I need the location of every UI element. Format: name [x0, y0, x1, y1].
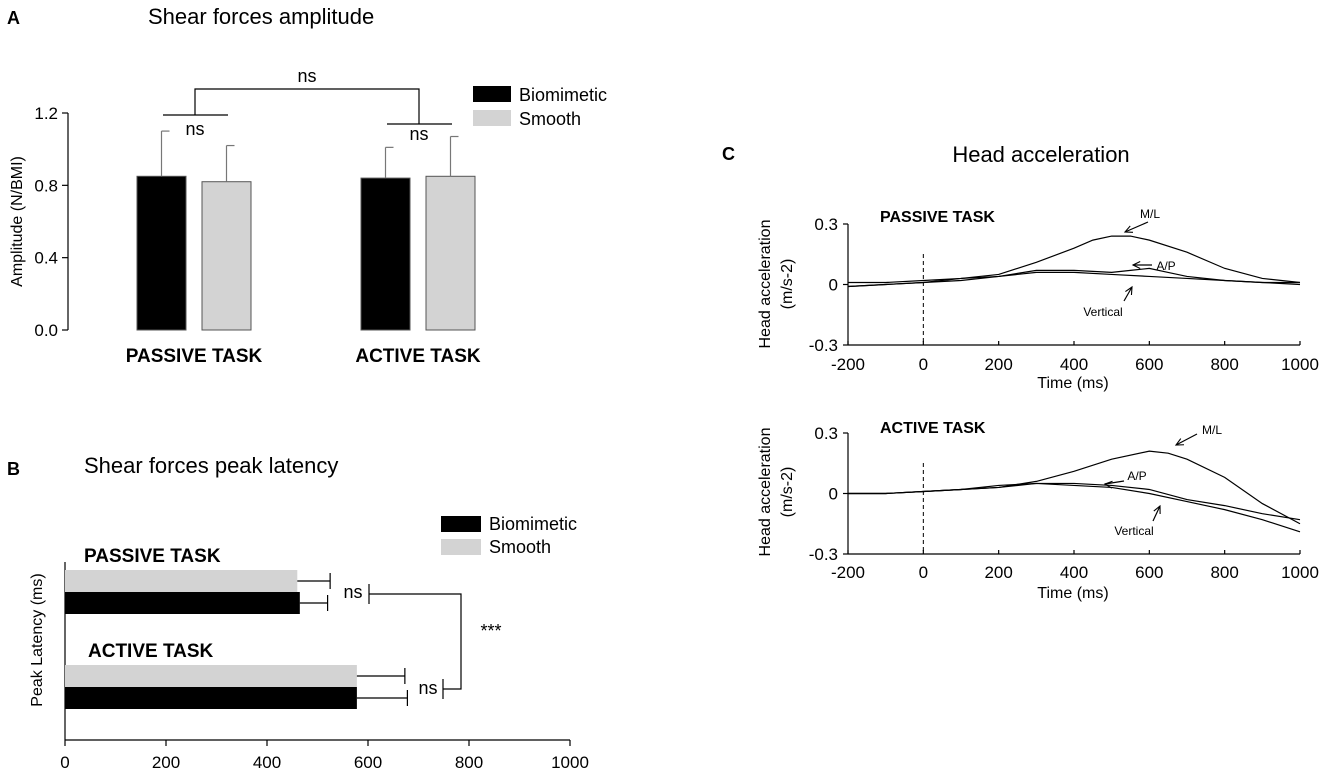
x-tick-label-c: 400 [1060, 355, 1088, 374]
y-tick-label-c: 0.3 [814, 424, 838, 443]
x-tick-label-b: 1000 [551, 753, 589, 772]
y-axis-label-c-1: Head acceleration [757, 428, 774, 557]
y-tick-label-c: 0 [829, 276, 838, 295]
arrowhead-ap-active [1103, 480, 1113, 489]
y-tick-label-a: 1.2 [34, 104, 58, 123]
x-tick-label-c: 200 [984, 563, 1012, 582]
sig-label-a-active: ns [409, 124, 428, 144]
category-label-a-1: ACTIVE TASK [355, 346, 481, 367]
task-label-c-1: ACTIVE TASK [880, 420, 986, 437]
x-tick-label-c: 0 [919, 355, 928, 374]
arrowhead-ml-active [1174, 438, 1185, 446]
arrow-vertical-passive [1123, 286, 1133, 302]
legend-swatch-b-smooth [441, 539, 481, 555]
legend-swatch-b-biomimetic [441, 516, 481, 532]
curve-label-ap-passive: A/P [1156, 259, 1175, 273]
x-tick-label-c: 400 [1060, 563, 1088, 582]
legend-label-a-smooth: Smooth [519, 109, 581, 129]
arrow-ml-passive [1124, 221, 1149, 233]
x-tick-label-b: 200 [152, 753, 180, 772]
sig-label-b-active: ns [418, 678, 437, 698]
curve-label-ml-passive: M/L [1140, 207, 1160, 221]
x-tick-label-b: 400 [253, 753, 281, 772]
y-axis-label-c-0: Head acceleration [757, 220, 774, 349]
arrowhead-vertical-active [1153, 504, 1161, 515]
category-label-b-1: ACTIVE TASK [88, 641, 214, 662]
arrowhead-ml-passive [1123, 225, 1134, 233]
curve-label-vertical-active: Vertical [1114, 524, 1153, 538]
x-tick-label-c: 1000 [1281, 563, 1319, 582]
bar-a-passive-biomimetic [136, 175, 187, 331]
y-tick-label-c: 0 [829, 485, 838, 504]
category-label-a-0: PASSIVE TASK [126, 346, 263, 367]
y-tick-label-c: 0.3 [814, 215, 838, 234]
y-tick-label-a: 0.4 [34, 249, 58, 268]
chart-title-b: Shear forces peak latency [84, 453, 338, 478]
x-tick-label-c: 800 [1210, 563, 1238, 582]
curve-label-ml-active: M/L [1202, 423, 1222, 437]
x-axis-label-c-0: Time (ms) [1037, 375, 1108, 392]
line-c-0-vertical [847, 271, 1301, 288]
line-c-0-ml [848, 235, 1301, 284]
x-tick-label-c: -200 [831, 355, 865, 374]
bar-b-active-smooth [65, 665, 357, 687]
legend-label-b-smooth: Smooth [489, 537, 551, 557]
x-tick-label-c: 1000 [1281, 355, 1319, 374]
y-tick-label-a: 0.0 [34, 321, 58, 340]
legend-label-b-biomimetic: Biomimetic [489, 514, 577, 534]
bar-a-active-biomimetic [360, 177, 411, 331]
category-label-b-0: PASSIVE TASK [84, 546, 221, 567]
x-tick-label-b: 0 [60, 753, 69, 772]
y-tick-label-c: -0.3 [809, 545, 838, 564]
x-tick-label-c: 200 [984, 355, 1012, 374]
x-tick-label-c: -200 [831, 563, 865, 582]
x-tick-label-c: 600 [1135, 563, 1163, 582]
panel-label-b: B [7, 459, 20, 479]
legend-label-a-biomimetic: Biomimetic [519, 85, 607, 105]
x-axis-label-c-1: Time (ms) [1037, 585, 1108, 602]
sig-label-a-passive: ns [185, 119, 204, 139]
bar-b-passive-biomimetic [65, 592, 300, 614]
sig-label-a-between: ns [297, 66, 316, 86]
x-tick-label-c: 0 [919, 563, 928, 582]
panel-label-a: A [7, 8, 20, 28]
chart-title-c: Head acceleration [952, 142, 1129, 167]
y-tick-label-a: 0.8 [34, 176, 58, 195]
y-tick-label-c: -0.3 [809, 336, 838, 355]
y-axis-unit-c-0: (m/s-2) [779, 259, 796, 310]
arrow-ml-active [1175, 433, 1198, 446]
line-c-1-vertical [848, 482, 1301, 521]
x-tick-label-b: 800 [455, 753, 483, 772]
y-axis-unit-c-1: (m/s-2) [779, 467, 796, 518]
curve-label-vertical-passive: Vertical [1083, 305, 1122, 319]
line-c-0-ap [847, 267, 1300, 288]
sig-bracket-b-between [369, 593, 462, 690]
legend-swatch-a-biomimetic [473, 86, 511, 102]
curve-label-ap-active: A/P [1127, 469, 1146, 483]
task-label-c-0: PASSIVE TASK [880, 209, 995, 226]
sig-label-b-between: *** [480, 621, 501, 641]
x-tick-label-c: 800 [1210, 355, 1238, 374]
bar-a-passive-smooth [201, 181, 252, 331]
line-c-1-ml [848, 450, 1301, 525]
arrow-ap-active [1104, 480, 1125, 485]
y-axis-label-b: Peak Latency (ms) [29, 573, 46, 706]
legend-swatch-a-smooth [473, 110, 511, 126]
sig-label-b-passive: ns [343, 582, 362, 602]
bar-b-active-biomimetic [65, 687, 357, 709]
arrow-vertical-active [1152, 505, 1161, 522]
y-axis-label-a: Amplitude (N/BMI) [9, 156, 26, 287]
bar-a-active-smooth [425, 175, 476, 331]
arrowhead-ap-passive [1131, 261, 1141, 269]
x-tick-label-b: 600 [354, 753, 382, 772]
bar-b-passive-smooth [65, 570, 298, 592]
x-tick-label-c: 600 [1135, 355, 1163, 374]
chart-title-a: Shear forces amplitude [148, 4, 374, 29]
panel-label-c: C [722, 144, 735, 164]
arrowhead-vertical-passive [1125, 285, 1133, 296]
sig-bracket-a-between [194, 88, 420, 124]
